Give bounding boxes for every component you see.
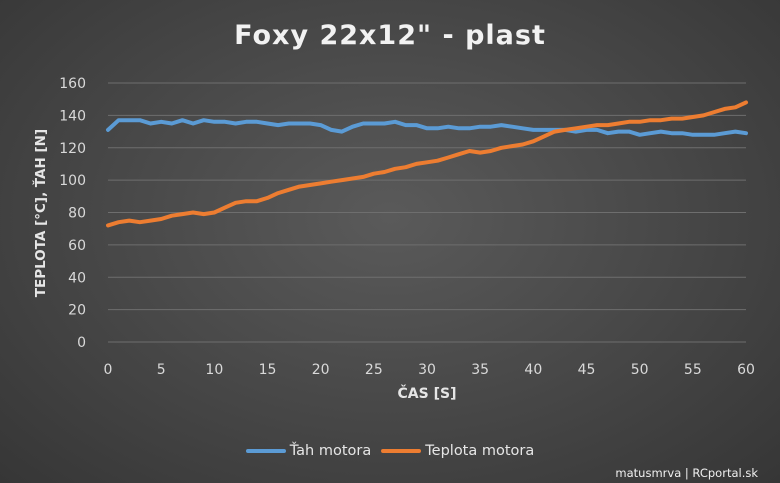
legend: Ťah motora Teplota motora [0, 443, 780, 459]
x-tick-label: 15 [259, 362, 277, 378]
legend-label-teplota: Teplota motora [425, 443, 535, 459]
y-tick-label: 160 [59, 76, 86, 92]
y-tick-label: 140 [59, 108, 86, 124]
y-axis-label: TEPLOTA [°C], ŤAH [N] [33, 128, 49, 298]
series-line-1 [106, 100, 748, 228]
x-tick-label: 45 [578, 362, 596, 378]
legend-item-teplota: Teplota motora [381, 443, 534, 459]
legend-item-tah: Ťah motora [245, 443, 372, 459]
chart-title: Foxy 22x12" - plast [234, 20, 546, 51]
y-tick-label: 0 [77, 335, 86, 351]
y-axis-tick-labels: 0 20 40 60 80 100 120 140 160 [59, 76, 86, 351]
x-tick-label: 5 [157, 362, 166, 378]
x-tick-label: 35 [471, 362, 489, 378]
y-tick-label: 20 [68, 303, 86, 319]
x-tick-label: 30 [418, 362, 436, 378]
credit-text: matusmrva | RCportal.sk [615, 466, 758, 480]
legend-label-tah: Ťah motora [289, 443, 372, 459]
x-axis-tick-labels: 0 5 10 15 20 25 30 35 40 45 50 55 60 [104, 362, 755, 378]
x-tick-label: 55 [684, 362, 702, 378]
x-tick-label: 20 [312, 362, 330, 378]
y-tick-label: 40 [68, 270, 86, 286]
x-tick-label: 25 [365, 362, 383, 378]
series-line-0 [106, 118, 748, 137]
x-tick-label: 60 [737, 362, 755, 378]
x-axis-label: ČAS [S] [397, 386, 457, 402]
y-tick-label: 80 [68, 206, 86, 222]
grid-lines [108, 82, 746, 343]
y-tick-label: 100 [59, 173, 86, 189]
x-tick-label: 50 [631, 362, 649, 378]
y-tick-label: 120 [59, 141, 86, 157]
legend-swatch-teplota [381, 449, 422, 453]
y-tick-label: 60 [68, 238, 86, 254]
legend-swatch-tah [245, 449, 286, 453]
x-tick-label: 40 [524, 362, 542, 378]
x-tick-label: 0 [104, 362, 113, 378]
series-lines [106, 100, 748, 228]
x-tick-label: 10 [205, 362, 223, 378]
